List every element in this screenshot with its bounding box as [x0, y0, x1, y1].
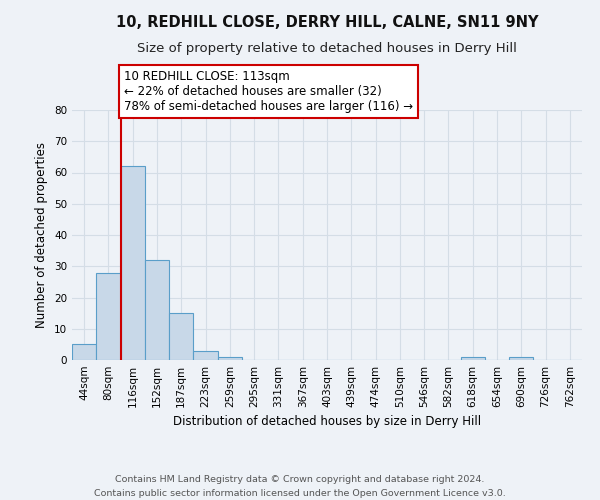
Bar: [169, 313, 193, 360]
Bar: [121, 166, 145, 360]
Text: 10, REDHILL CLOSE, DERRY HILL, CALNE, SN11 9NY: 10, REDHILL CLOSE, DERRY HILL, CALNE, SN…: [116, 15, 538, 30]
Text: Contains HM Land Registry data © Crown copyright and database right 2024.
Contai: Contains HM Land Registry data © Crown c…: [94, 476, 506, 498]
X-axis label: Distribution of detached houses by size in Derry Hill: Distribution of detached houses by size …: [173, 416, 481, 428]
Bar: [193, 350, 218, 360]
Bar: [461, 357, 485, 360]
Bar: [218, 357, 242, 360]
Bar: [96, 272, 121, 360]
Bar: [72, 344, 96, 360]
Text: Size of property relative to detached houses in Derry Hill: Size of property relative to detached ho…: [137, 42, 517, 55]
Text: 10 REDHILL CLOSE: 113sqm
← 22% of detached houses are smaller (32)
78% of semi-d: 10 REDHILL CLOSE: 113sqm ← 22% of detach…: [124, 70, 413, 113]
Bar: [509, 357, 533, 360]
Bar: [145, 260, 169, 360]
Y-axis label: Number of detached properties: Number of detached properties: [35, 142, 49, 328]
